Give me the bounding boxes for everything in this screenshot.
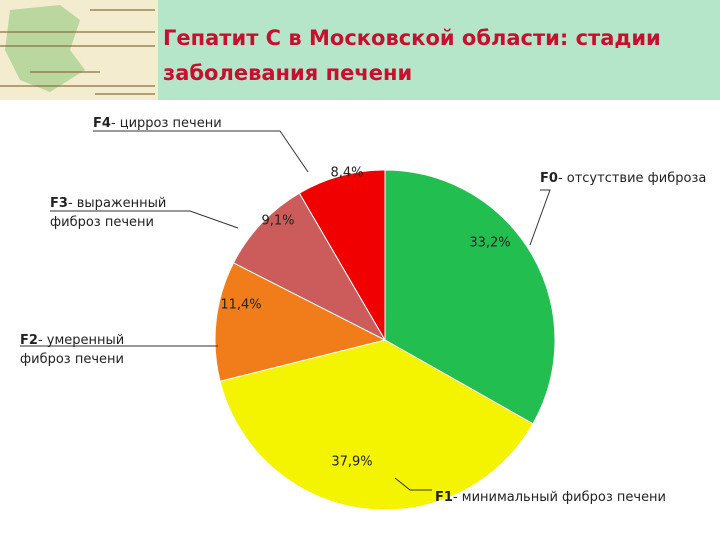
title: Гепатит С в Московской области: стадии за…: [163, 26, 661, 85]
category-description: - умеренный: [38, 333, 124, 348]
pie: 33,2% F0- отсутствие фиброза 37,9% F1- мини…: [20, 116, 706, 511]
pie-slice: [384, 169, 556, 425]
leader-line: [93, 130, 309, 173]
value-label: 9,1%: [261, 214, 294, 229]
category-description: фиброз печени: [20, 352, 124, 367]
category-code: F3: [50, 196, 68, 211]
value-label: 8,4%: [330, 166, 363, 181]
category-code: F1: [435, 490, 453, 505]
leader-line: [394, 477, 432, 491]
category-description: - минимальный фиброз печени: [453, 490, 666, 505]
category-code: F4: [93, 116, 111, 131]
value-label: 37,9%: [331, 455, 372, 470]
category-description: - выраженный: [68, 196, 166, 211]
logo-map: [5, 5, 85, 92]
value-label: 33,2%: [469, 236, 510, 251]
leader-line: [50, 210, 239, 229]
category-label: F1- минимальный фиброз печени: [435, 490, 666, 505]
pie-slice: [214, 262, 387, 382]
pie-slice: [219, 339, 534, 511]
category-code: F2: [20, 333, 38, 348]
pie-slice: [232, 192, 387, 342]
category-label: F3- выраженный фиброз печени: [50, 196, 166, 230]
category-label: F0- отсутствие фиброза: [540, 171, 706, 186]
logo: [0, 0, 158, 100]
category-code: F0: [540, 171, 558, 186]
value-label: 11,4%: [220, 298, 261, 313]
category-description: - отсутствие фиброза: [558, 171, 706, 186]
category-label: F4- цирроз печени: [93, 116, 222, 131]
pie-slice: [298, 169, 386, 342]
logo-text-lines: [0, 9, 155, 95]
category-description: фиброз печени: [50, 215, 154, 230]
leader-line: [529, 189, 551, 246]
category-label: F2- умеренный фиброз печени: [20, 333, 124, 367]
category-description: - цирроз печени: [111, 116, 222, 131]
